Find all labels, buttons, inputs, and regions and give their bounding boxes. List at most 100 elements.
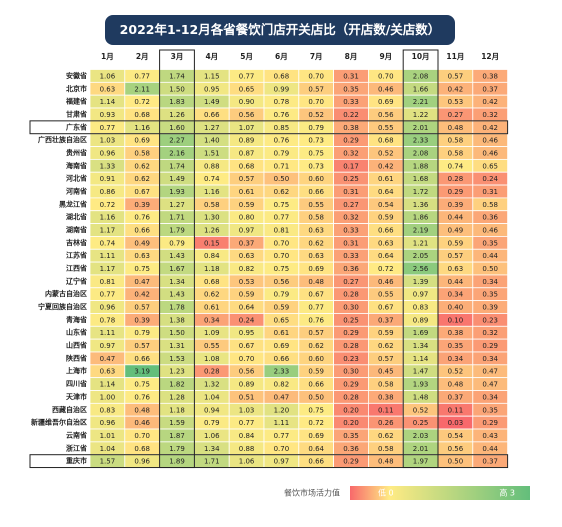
cell-value: 1.30 [204, 214, 220, 222]
cell-value: 1.14 [100, 381, 116, 389]
cell-value: 2.01 [413, 445, 429, 453]
cell-value: 0.81 [100, 278, 116, 286]
cell-value: 0.95 [239, 329, 255, 337]
cell-value: 0.46 [378, 278, 394, 286]
cell-value: 0.59 [308, 368, 324, 376]
cell-value: 1.67 [169, 265, 185, 273]
cell-value: 0.37 [239, 239, 255, 247]
cell-value: 1.21 [413, 239, 429, 247]
column-label: 11月 [446, 52, 464, 61]
cell-value: 1.09 [204, 329, 220, 337]
cell-value: 0.46 [134, 419, 150, 427]
cell-value: 0.74 [100, 239, 116, 247]
row-label: 重庆市 [66, 456, 87, 465]
cell-value: 2.21 [413, 98, 429, 106]
cell-value: 0.59 [378, 329, 394, 337]
cell-value: 1.01 [100, 432, 116, 440]
cell-value: 0.30 [343, 368, 359, 376]
cell-value: 1.43 [169, 291, 185, 299]
cell-value: 0.69 [274, 342, 290, 350]
cell-value: 0.62 [308, 239, 324, 247]
cell-value: 1.79 [169, 227, 185, 235]
cell-value: 0.32 [482, 329, 498, 337]
cell-value: 0.23 [482, 316, 498, 324]
cell-value: 0.29 [343, 137, 359, 145]
row-label: 浙江省 [66, 443, 87, 452]
cell-value: 0.22 [343, 111, 359, 119]
cell-value: 0.83 [100, 406, 116, 414]
cell-value: 0.52 [413, 406, 429, 414]
cell-value: 0.55 [378, 124, 394, 132]
cell-value: 0.79 [308, 124, 324, 132]
cell-value: 0.72 [378, 265, 394, 273]
cell-value: 0.70 [239, 355, 255, 363]
cell-value: 0.60 [308, 175, 324, 183]
cell-value: 1.78 [169, 304, 185, 312]
cell-value: 1.26 [204, 227, 220, 235]
cell-value: 1.07 [239, 124, 255, 132]
column-label: 6月 [275, 52, 288, 61]
cell-value: 0.64 [378, 188, 394, 196]
cell-value: 0.38 [343, 124, 359, 132]
cell-value: 1.06 [100, 72, 116, 80]
column-label: 1月 [101, 52, 114, 61]
row-highlight [29, 454, 509, 469]
cell-value: 0.65 [274, 316, 290, 324]
cell-value: 1.26 [169, 111, 185, 119]
cell-value: 0.75 [134, 381, 150, 389]
row-label: 河南省 [66, 186, 87, 195]
cell-value: 0.50 [482, 265, 498, 273]
cell-value: 2.08 [413, 72, 429, 80]
cell-value: 0.28 [343, 393, 359, 401]
cell-value: 1.50 [169, 85, 185, 93]
row-label: 黑龙江省 [59, 199, 87, 208]
cell-value: 1.34 [169, 278, 185, 286]
cell-value: 0.73 [308, 162, 324, 170]
cell-value: 0.70 [134, 432, 150, 440]
cell-value: 0.31 [482, 188, 498, 196]
cell-value: 0.34 [482, 278, 498, 286]
cell-value: 1.16 [204, 188, 220, 196]
cell-value: 0.38 [378, 393, 394, 401]
cell-value: 0.47 [274, 393, 290, 401]
cell-value: 0.87 [239, 149, 255, 157]
cell-value: 0.88 [204, 162, 220, 170]
cell-value: 1.17 [100, 227, 116, 235]
cell-value: 0.36 [343, 445, 359, 453]
column-label: 7月 [310, 52, 323, 61]
cell-value: 0.46 [378, 85, 394, 93]
row-label: 四川省 [66, 379, 87, 388]
cell-value: 1.33 [100, 162, 116, 170]
cell-value: 0.47 [100, 355, 116, 363]
row-label: 河北省 [66, 174, 87, 183]
cell-value: 0.42 [482, 124, 498, 132]
cell-value: 0.58 [134, 149, 150, 157]
cell-value: 2.01 [413, 124, 429, 132]
cell-value: 0.97 [274, 458, 290, 466]
cell-value: 0.29 [343, 458, 359, 466]
cell-value: 0.76 [274, 137, 290, 145]
cell-value: 0.63 [100, 85, 116, 93]
cell-value: 1.16 [134, 124, 150, 132]
cell-value: 0.69 [378, 98, 394, 106]
cell-value: 0.33 [343, 227, 359, 235]
cell-value: 0.70 [378, 72, 394, 80]
cell-value: 0.32 [343, 214, 359, 222]
cell-value: 0.79 [204, 419, 220, 427]
cell-value: 0.58 [448, 137, 464, 145]
cell-value: 0.32 [482, 111, 498, 119]
row-label: 江西省 [66, 264, 87, 273]
cell-value: 0.67 [134, 188, 150, 196]
cell-value: 0.91 [100, 175, 116, 183]
cell-value: 0.96 [100, 149, 116, 157]
cell-value: 1.04 [204, 393, 220, 401]
cell-value: 1.23 [169, 368, 185, 376]
cell-value: 0.56 [239, 111, 255, 119]
cell-value: 0.79 [274, 291, 290, 299]
cell-value: 0.63 [100, 368, 116, 376]
row-label: 江苏省 [66, 251, 87, 260]
cell-value: 1.20 [274, 406, 290, 414]
row-label: 甘肃省 [66, 109, 87, 118]
column-label: 12月 [481, 52, 499, 61]
cell-value: 0.48 [308, 278, 324, 286]
